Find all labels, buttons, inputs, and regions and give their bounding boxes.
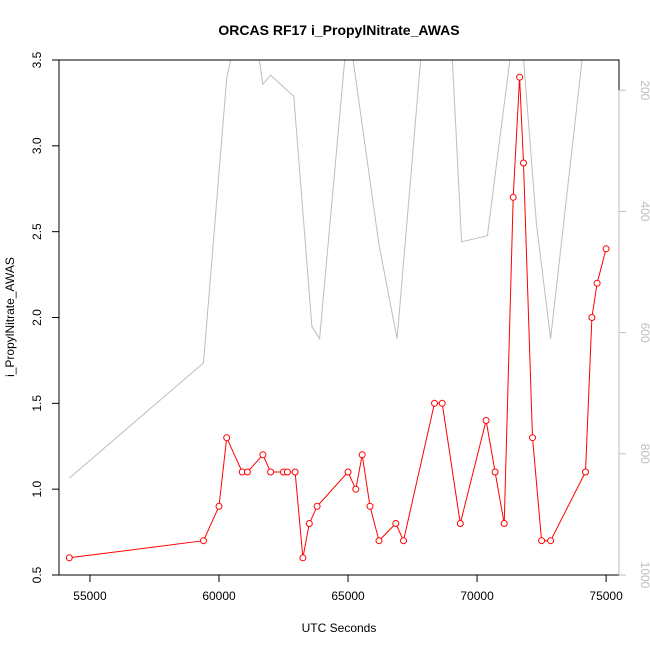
data-point: [283, 468, 291, 476]
data-point: [313, 502, 321, 510]
data-point: [200, 537, 207, 545]
data-point: [366, 502, 374, 510]
data-point: [438, 399, 446, 407]
data-point: [538, 537, 546, 545]
x-tick-label: 65000: [331, 589, 365, 603]
data-point: [267, 468, 275, 476]
y-right-tick-label: 400: [638, 201, 650, 221]
data-point: [547, 537, 555, 545]
data-point: [344, 468, 352, 476]
data-point: [482, 417, 490, 424]
y-tick-label: 0.5: [30, 566, 44, 583]
y-tick-label: 3.0: [30, 137, 44, 154]
x-axis-label: UTC Seconds: [302, 621, 377, 635]
y-axis-label: i_PropylNitrate_AWAS: [3, 257, 17, 377]
data-point: [593, 279, 601, 287]
x-axis: 55000 60000 65000 70000 75000: [73, 574, 623, 603]
data-point: [223, 434, 231, 442]
y-axis: 0.5 1.0 1.5 2.0 2.5 3.0 3.5: [30, 51, 60, 583]
data-point: [516, 73, 524, 81]
y-axis-right: 200 400 600 800 1000: [618, 80, 650, 589]
data-point: [582, 468, 589, 476]
data-point: [520, 159, 527, 167]
data-point: [529, 434, 536, 442]
y-tick-label: 3.5: [30, 51, 44, 68]
y-right-tick-label: 600: [638, 323, 650, 343]
plot-frame: [58, 59, 620, 576]
chart-title: ORCAS RF17 i_PropylNitrate_AWAS: [218, 22, 459, 38]
primary-series-line: [69, 77, 607, 559]
series-secondary: [68, 60, 583, 479]
data-point: [400, 537, 407, 545]
data-point: [291, 468, 299, 476]
data-point: [215, 502, 223, 510]
data-point: [392, 520, 400, 527]
y-tick-label: 2.5: [30, 223, 44, 240]
data-point: [375, 537, 383, 545]
y-tick-label: 2.0: [30, 309, 44, 326]
x-tick-label: 60000: [202, 589, 236, 603]
data-point: [500, 520, 508, 527]
data-point: [602, 245, 610, 253]
data-point: [352, 485, 360, 493]
y-right-tick-label: 1000: [638, 562, 650, 589]
data-point: [305, 520, 313, 527]
data-point: [509, 193, 517, 201]
x-tick-label: 55000: [73, 589, 107, 603]
plot-area: [58, 59, 620, 576]
data-point: [259, 451, 267, 459]
y-tick-label: 1.5: [30, 395, 44, 412]
data-point: [358, 451, 366, 459]
series-primary: [65, 73, 610, 562]
y-right-tick-label: 800: [638, 444, 650, 464]
y-tick-label: 1.0: [30, 481, 44, 498]
data-point: [431, 399, 438, 407]
data-point: [588, 314, 596, 321]
x-tick-label: 75000: [589, 589, 623, 603]
x-tick-label: 70000: [460, 589, 494, 603]
data-point: [491, 468, 499, 476]
data-point: [65, 554, 73, 562]
y-right-tick-label: 200: [638, 80, 650, 100]
data-point: [456, 520, 464, 527]
data-point: [299, 554, 307, 562]
data-point: [243, 468, 251, 476]
secondary-series-line: [68, 60, 583, 479]
